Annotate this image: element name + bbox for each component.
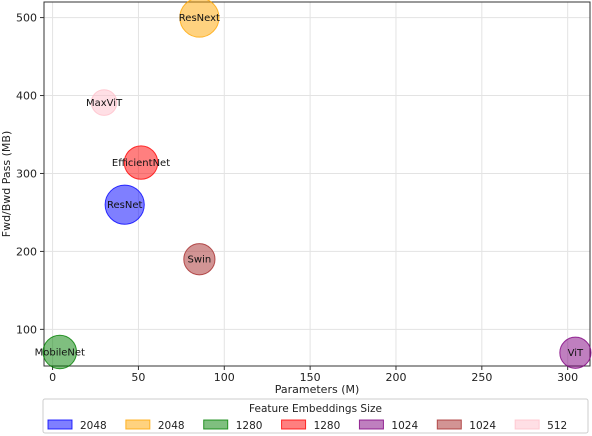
x-axis: 0 50 100 150 200 250 300 — [49, 366, 578, 384]
x-tick-label: 250 — [471, 371, 492, 384]
legend-swatch — [358, 419, 384, 430]
data-points: ResNet ResNext MobileNet EfficientNet ViT Swi… — [35, 0, 592, 370]
data-point-label: MobileNet — [35, 347, 85, 358]
data-point-label: ResNet — [107, 200, 142, 211]
legend-label: 1024 — [391, 420, 418, 432]
data-point-efficientnet — [123, 145, 159, 180]
legend-label: 512 — [547, 420, 567, 432]
legend-swatch — [125, 419, 151, 430]
data-point-mobilenet — [42, 334, 78, 370]
y-tick-label: 100 — [16, 323, 37, 336]
x-tick-label: 300 — [557, 371, 578, 384]
legend-label: 2048 — [158, 420, 185, 432]
x-tick-label: 100 — [214, 371, 235, 384]
data-point-resnet — [104, 184, 145, 225]
legend-label: 1280 — [236, 420, 263, 432]
x-tick-label: 0 — [49, 371, 56, 384]
legend-swatch — [281, 419, 307, 430]
x-tick-label: 50 — [131, 371, 145, 384]
legend-title: Feature Embeddings Size — [249, 403, 382, 415]
grid-lines — [44, 2, 590, 366]
data-point-label: MaxViT — [86, 98, 123, 109]
y-tick-label: 200 — [16, 245, 37, 258]
x-tick-label: 150 — [300, 371, 321, 384]
x-tick-label: 200 — [385, 371, 406, 384]
y-axis-label: Fwd/Bwd Pass (MB) — [0, 131, 13, 238]
data-point-swin — [183, 243, 216, 276]
y-tick-label: 300 — [16, 167, 37, 180]
data-point-label: ViT — [568, 348, 584, 359]
legend-swatch — [436, 419, 462, 430]
legend-swatch — [203, 419, 229, 430]
y-axis: 100 200 300 400 500 — [16, 12, 44, 336]
legend-label: 2048 — [80, 420, 107, 432]
legend-swatch — [47, 419, 73, 430]
legend: Feature Embeddings Size 2048 2048 1280 1280… — [42, 398, 589, 434]
legend-label: 1024 — [469, 420, 496, 432]
legend-label: 1280 — [314, 420, 341, 432]
y-tick-label: 500 — [16, 12, 37, 25]
y-tick-label: 400 — [16, 90, 37, 103]
data-point-maxvit — [90, 89, 118, 116]
data-point-vit — [559, 336, 592, 369]
legend-swatch — [514, 419, 540, 430]
data-point-label: ResNext — [179, 13, 220, 24]
plot-frame — [43, 1, 591, 367]
data-point-resnext — [179, 0, 220, 38]
x-axis-label: Parameters (M) — [275, 383, 360, 396]
data-point-label: EfficientNet — [112, 158, 170, 169]
legend-items: 2048 2048 1280 1280 1024 1024 512 — [47, 419, 567, 432]
data-point-label: Swin — [188, 255, 212, 266]
